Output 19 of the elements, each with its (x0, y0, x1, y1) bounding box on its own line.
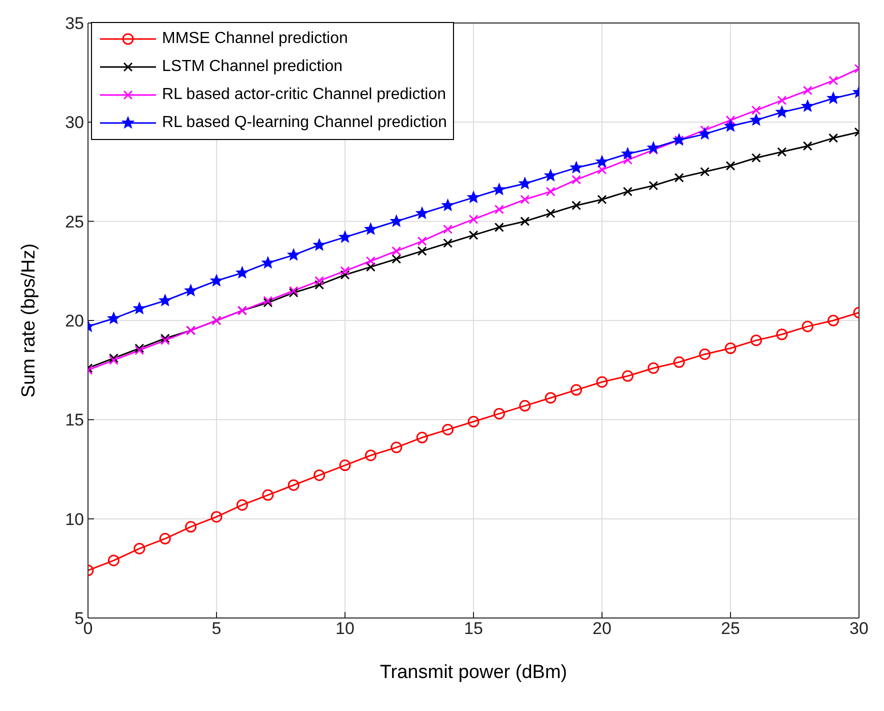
y-tick-label: 10 (65, 510, 84, 529)
y-tick-label: 25 (65, 212, 84, 232)
x-tick-label: 0 (83, 619, 93, 638)
x-tick-label: 25 (721, 619, 740, 638)
x-tick-label: 20 (592, 619, 612, 638)
legend-label: MMSE Channel prediction (162, 30, 348, 48)
legend-label: LSTM Channel prediction (162, 58, 343, 76)
y-tick-label: 20 (65, 312, 84, 331)
y-tick-label: 30 (65, 113, 84, 132)
x-tick-label: 10 (336, 619, 354, 638)
x-tick-label: 5 (212, 619, 222, 638)
legend-label: RL based Q-learning Channel prediction (162, 114, 447, 132)
x-tick-label: 15 (464, 619, 483, 638)
legend-label: RL based actor-critic Channel prediction (162, 86, 446, 104)
y-tick-label: 15 (65, 410, 84, 430)
x-tick-label: 30 (850, 619, 868, 638)
x-axis-title: Transmit power (dBm) (380, 662, 568, 683)
y-axis-title: Sum rate (bps/Hz) (18, 243, 40, 398)
y-tick-label: 35 (65, 14, 84, 34)
